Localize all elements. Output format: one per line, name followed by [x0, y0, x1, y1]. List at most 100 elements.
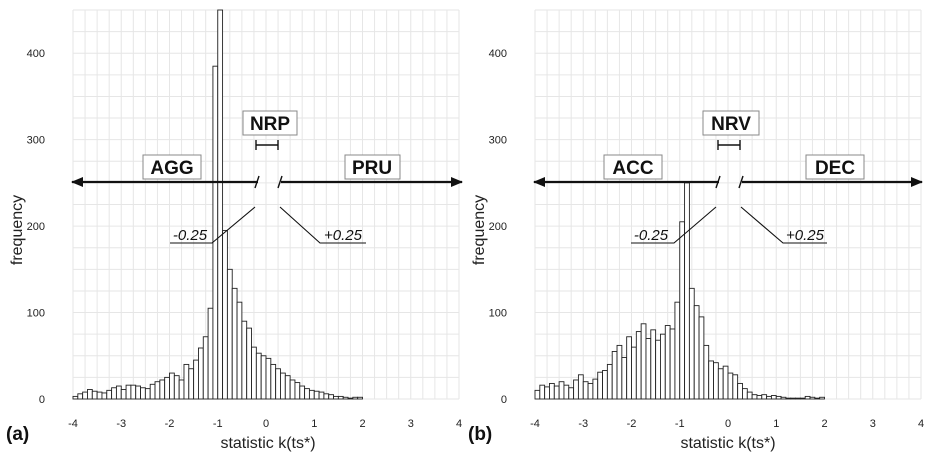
- histogram-bar: [178, 379, 185, 400]
- histogram-bar: [260, 355, 267, 400]
- histogram-bar: [631, 346, 637, 400]
- histogram-bar: [289, 379, 296, 400]
- histogram-bar: [115, 385, 122, 400]
- threshold-left-a: -0.25: [173, 227, 208, 244]
- histogram-bar: [347, 397, 354, 400]
- y-tick-label: 0: [39, 394, 45, 406]
- histogram-bar: [539, 384, 546, 400]
- histogram-bar: [308, 389, 315, 400]
- histogram-bar: [684, 182, 690, 400]
- histogram-bar: [606, 363, 613, 400]
- histogram-bar: [304, 388, 310, 400]
- left-label-a: AGG: [150, 158, 193, 179]
- ticks-a: -4 -3 -2 -1 0 1 2 3 4 0 100 200 300 400: [27, 48, 462, 430]
- histogram-bar: [558, 381, 565, 400]
- histogram-bar: [674, 301, 681, 400]
- histogram-bar: [732, 374, 739, 400]
- x-tick-label: 1: [773, 418, 779, 430]
- right-label-b: DEC: [815, 158, 855, 179]
- histogram-bar: [183, 363, 190, 400]
- histogram-bar: [342, 396, 349, 400]
- grid-a: [72, 9, 460, 400]
- histogram-bar: [270, 363, 277, 400]
- x-tick-label: 3: [408, 418, 414, 430]
- y-tick-label: 100: [27, 308, 45, 320]
- histogram-bar: [746, 391, 753, 400]
- x-tick-label: -2: [627, 418, 637, 430]
- x-tick-label: -1: [213, 418, 223, 430]
- histogram-bar: [544, 386, 550, 400]
- histogram-bar: [87, 389, 93, 400]
- ylabel-b: frequency: [471, 195, 488, 265]
- histogram-bar: [169, 372, 175, 400]
- histogram-bar: [91, 390, 98, 400]
- histogram-bar: [333, 395, 339, 400]
- histogram-bar: [814, 397, 821, 400]
- histogram-bar: [77, 393, 84, 400]
- histogram-bar: [664, 325, 671, 400]
- histogram-bar: [294, 382, 301, 400]
- histogram-bar: [241, 320, 248, 400]
- histogram-bar: [679, 221, 686, 400]
- histogram-bar: [587, 382, 594, 400]
- y-tick-label: 300: [489, 135, 507, 147]
- histogram-bar: [265, 357, 272, 400]
- histogram-bar: [352, 396, 359, 400]
- x-tick-label: -4: [68, 418, 78, 430]
- histogram-bar: [616, 344, 623, 400]
- histogram-bar: [611, 351, 618, 400]
- histogram-bar: [197, 347, 204, 400]
- neutral-box-b: [702, 110, 760, 136]
- histogram-bar: [323, 393, 330, 400]
- ylabel-a: frequency: [9, 195, 26, 265]
- panel-label-a: (a): [6, 424, 29, 445]
- histogram-bar: [563, 384, 570, 400]
- right-tick-b: [738, 175, 744, 189]
- y-tick-label: 400: [27, 48, 45, 60]
- histogram-bar: [645, 338, 652, 400]
- histogram-bar: [173, 375, 180, 400]
- threshold-right-leader-a: [279, 206, 366, 244]
- threshold-left-leader-a: [170, 206, 256, 244]
- histogram-bar: [688, 287, 695, 400]
- x-tick-label: 2: [821, 418, 827, 430]
- y-tick-label: 400: [489, 48, 507, 60]
- y-tick-label: 300: [27, 135, 45, 147]
- histogram-bar: [337, 395, 344, 400]
- x-tick-label: -2: [165, 418, 175, 430]
- x-tick-label: 0: [725, 418, 731, 430]
- y-tick-label: 0: [501, 394, 507, 406]
- histogram-bar: [577, 374, 584, 400]
- left-tick-a: [254, 175, 260, 189]
- histogram-bar: [790, 397, 796, 400]
- histogram-bar: [111, 387, 117, 400]
- grid-b: [534, 9, 922, 400]
- histogram-bar: [164, 376, 170, 400]
- histogram-bar: [693, 305, 700, 400]
- histogram-bar: [318, 391, 325, 400]
- threshold-right-b: +0.25: [786, 227, 825, 244]
- histogram-bar: [766, 395, 772, 400]
- left-box-b: [603, 154, 663, 180]
- histogram-bar: [255, 352, 262, 400]
- threshold-left-b: -0.25: [634, 227, 669, 244]
- threshold-left-leader-b: [631, 206, 717, 244]
- histogram-bar: [722, 365, 729, 400]
- xlabel-b: statistic k(ts*): [680, 435, 775, 452]
- histogram-bar: [135, 385, 142, 400]
- x-tick-label: -1: [675, 418, 685, 430]
- histogram-bar: [313, 390, 320, 400]
- histogram-bar: [785, 397, 792, 400]
- histogram-bar: [106, 389, 113, 400]
- histogram-bar: [159, 379, 166, 400]
- histogram-bar: [708, 360, 714, 400]
- histogram-bar: [72, 395, 79, 400]
- y-tick-label: 100: [489, 308, 507, 320]
- histogram-bar: [819, 396, 825, 400]
- x-tick-label: -3: [578, 418, 588, 430]
- histogram-bar: [742, 388, 748, 400]
- histogram-bar: [299, 385, 306, 400]
- neutral-label-b: NRV: [711, 114, 751, 135]
- histogram-bar: [217, 9, 224, 400]
